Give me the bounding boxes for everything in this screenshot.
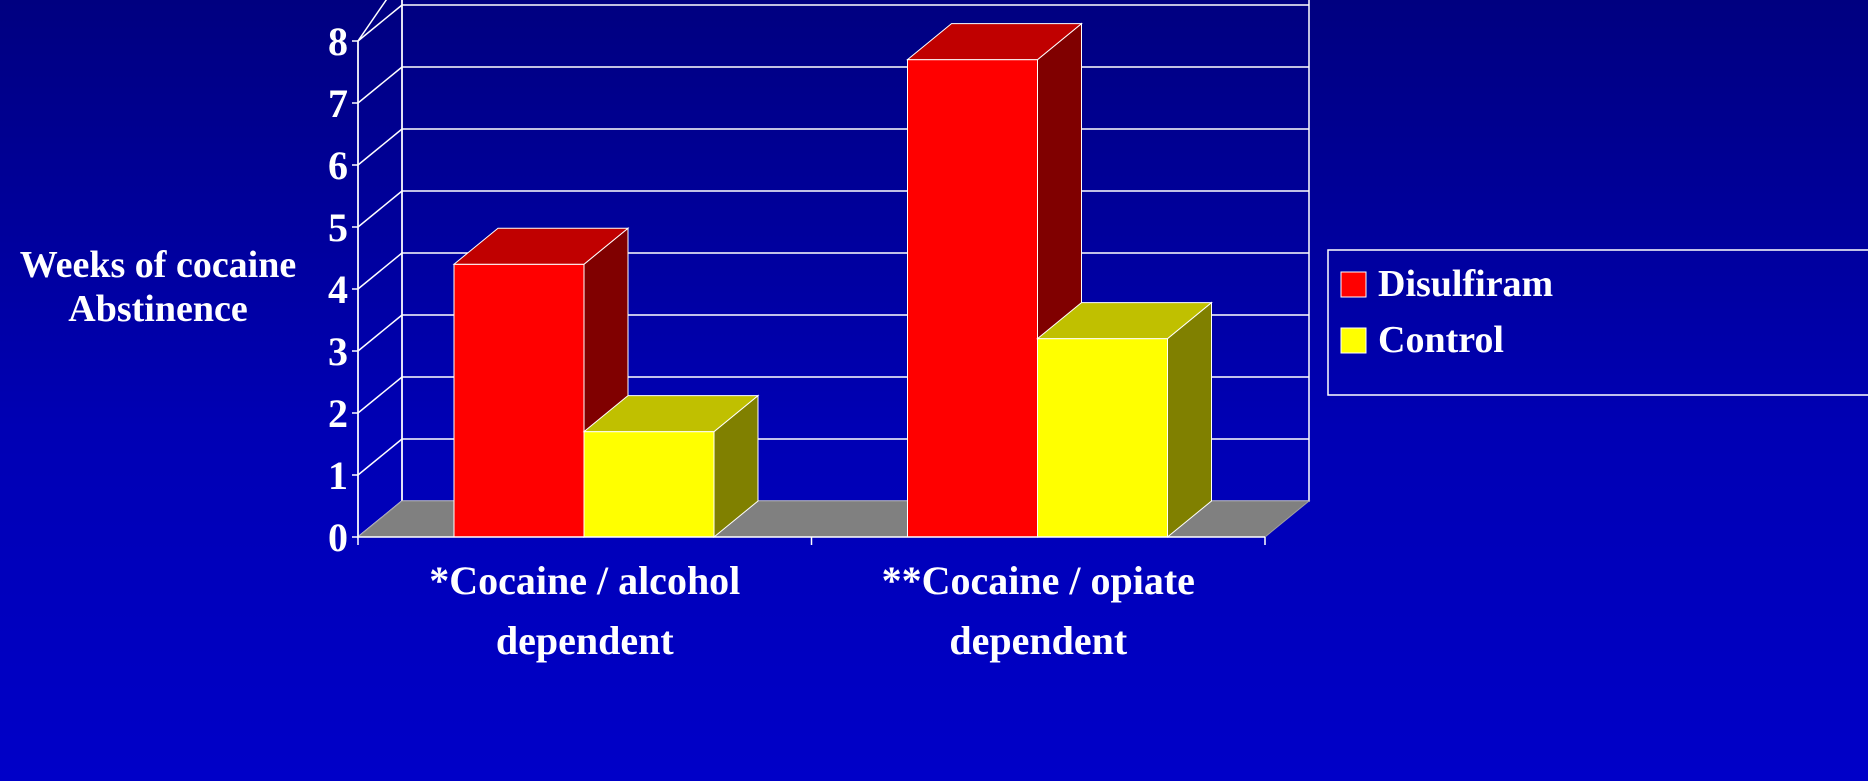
legend-label: Disulfiram: [1378, 263, 1553, 305]
y-tick-label: 0: [328, 515, 348, 560]
y-axis-title: Weeks of cocaine: [20, 244, 297, 286]
bar: [1037, 338, 1168, 538]
y-tick-label: 4: [328, 267, 348, 312]
bars: [452, 22, 1213, 539]
y-tick-label: 3: [328, 329, 348, 374]
bar: [583, 431, 715, 538]
legend-swatch: [1340, 327, 1367, 354]
gridline-side: [357, 66, 403, 104]
y-tick-label: 7: [328, 81, 348, 126]
x-axis: *Cocaine / alcohol dependent **Cocaine / o…: [357, 536, 1266, 663]
legend-label: Control: [1378, 319, 1504, 361]
legend: Disulfiram Control: [1327, 249, 1868, 396]
x-category-label: dependent: [949, 618, 1127, 663]
y-tick-label: 5: [328, 205, 348, 250]
legend-swatch: [1340, 271, 1367, 298]
legend-box: [1327, 249, 1868, 396]
x-category-label: **Cocaine / opiate: [882, 558, 1195, 603]
y-tick-label: 2: [328, 391, 348, 436]
y-tick-label: 1: [328, 453, 348, 498]
gridline-side: [357, 438, 403, 476]
gridline-side: [357, 190, 403, 228]
bar-top: [582, 395, 760, 433]
y-tick-label: 6: [328, 143, 348, 188]
bar: [453, 263, 585, 538]
x-category-label: *Cocaine / alcohol: [429, 558, 740, 603]
y-axis-title: Abstinence: [68, 288, 247, 330]
x-category-label: dependent: [496, 618, 674, 663]
gridline-side: [357, 128, 403, 166]
gridline-side: [357, 314, 403, 352]
y-tick-label: 8: [328, 19, 348, 64]
bar-top: [452, 227, 630, 265]
bar-top: [1036, 302, 1213, 340]
gridline-side: [357, 4, 403, 42]
bar-side: [1167, 301, 1212, 539]
gridline-side: [357, 376, 403, 414]
bar-top: [906, 23, 1083, 61]
y-axis-ticks: 0 1 2 3 4 5 6 7 8: [328, 19, 359, 560]
bar: [907, 59, 1038, 538]
gridline-side: [357, 252, 403, 290]
